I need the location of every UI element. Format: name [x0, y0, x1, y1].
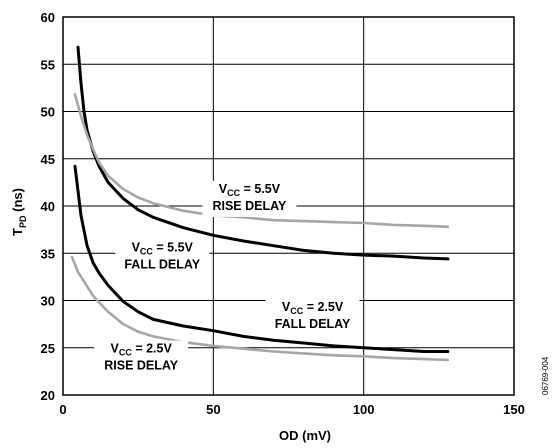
- y-tick-label-8: 60: [41, 10, 55, 25]
- annotation-bg-3: [94, 340, 189, 377]
- y-tick-label-7: 55: [41, 57, 55, 72]
- annotation-sub-3: CC: [119, 348, 132, 358]
- annotation-bg-0: [202, 180, 297, 217]
- x-axis-label: OD (mV): [279, 428, 331, 443]
- annotation-v-1: V: [132, 240, 141, 254]
- annotation-delay-2: FALL DELAY: [275, 317, 351, 331]
- annotation-delay-1: FALL DELAY: [124, 257, 200, 271]
- x-tick-label-1: 50: [206, 402, 220, 417]
- plot-frame: [62, 16, 515, 396]
- y-tick-label-0: 20: [41, 388, 55, 403]
- annotation-v-0: V: [219, 182, 228, 196]
- x-tick-label-0: 0: [59, 402, 66, 417]
- series-line-2: [73, 164, 450, 353]
- annotation-sub-1: CC: [140, 246, 153, 256]
- annotation-value-0: = 5.5V: [240, 182, 281, 196]
- y-axis-label-sub: PD: [18, 215, 28, 228]
- annotation-value-1: = 5.5V: [153, 240, 194, 254]
- annotation-sub-2: CC: [290, 306, 303, 316]
- annotation-v-3: V: [111, 342, 120, 356]
- y-axis-label-main: T: [10, 228, 25, 236]
- x-tick-label-2: 100: [353, 402, 375, 417]
- annotation-bg-2: [265, 299, 360, 336]
- series-line-0: [76, 45, 450, 261]
- plot-border: [62, 16, 515, 396]
- annotation-vcc-0: VCC = 5.5V: [219, 182, 281, 198]
- y-axis-label: TPD (ns): [10, 188, 28, 236]
- y-tick-label-4: 40: [41, 199, 55, 214]
- annotation-vcc-2: VCC = 2.5V: [282, 300, 344, 316]
- y-tick-label-1: 25: [41, 341, 55, 356]
- series-line-1: [73, 93, 450, 229]
- tick-labels: 20 25 30 35 40 45 50 55 60 0 50 100 150: [41, 10, 525, 417]
- annotation-value-3: = 2.5V: [132, 342, 173, 356]
- annotation-vcc-3: VCC = 2.5V: [111, 342, 173, 358]
- y-tick-label-2: 30: [41, 294, 55, 309]
- annotation-value-2: = 2.5V: [303, 300, 344, 314]
- annotation-delay-3: RISE DELAY: [104, 359, 179, 373]
- annotation-v-2: V: [282, 300, 291, 314]
- annotation-delay-0: RISE DELAY: [212, 199, 287, 213]
- annotation-bg-1: [115, 239, 210, 276]
- annotation-sub-0: CC: [227, 188, 240, 198]
- y-tick-label-5: 45: [41, 152, 55, 167]
- annotation-vcc-1: VCC = 5.5V: [132, 240, 194, 256]
- y-tick-label-6: 50: [41, 105, 55, 120]
- x-tick-label-3: 150: [503, 402, 525, 417]
- y-tick-label-3: 35: [41, 246, 55, 261]
- y-axis-label-unit: (ns): [10, 188, 25, 215]
- figure-id: 06769-004: [541, 356, 550, 395]
